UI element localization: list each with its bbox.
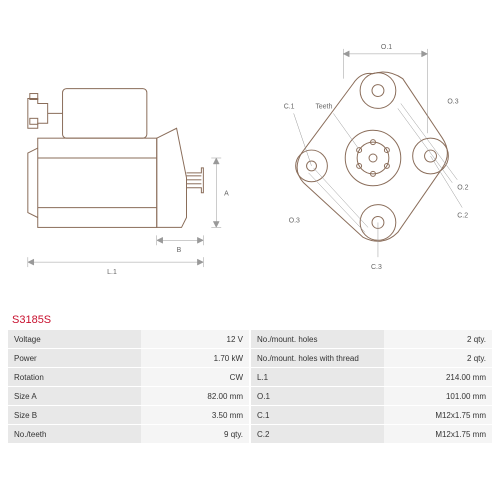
dim-o3b-label: O.3 (447, 98, 458, 105)
dim-b-label: B (177, 247, 182, 254)
spec-row: L.1214.00 mm (251, 368, 492, 386)
spec-label: Size A (8, 387, 141, 405)
spec-row: RotationCW (8, 368, 249, 386)
dim-o3-label: O.3 (289, 217, 300, 224)
spec-label: No./mount. holes (251, 330, 384, 348)
spec-value: 2 qty. (384, 330, 492, 348)
dim-o1-label: O.1 (381, 44, 392, 51)
spec-label: Power (8, 349, 141, 367)
starter-front-svg: O.1 C.1 Teeth C.2 O.2 O.3 O.3 C.3 (254, 8, 492, 308)
spec-label: No./mount. holes with thread (251, 349, 384, 367)
side-view-diagram: A B L.1 (8, 8, 246, 308)
spec-value: M12x1.75 mm (384, 425, 492, 443)
spec-col-right: No./mount. holes2 qty. No./mount. holes … (251, 330, 492, 444)
front-view-diagram: O.1 C.1 Teeth C.2 O.2 O.3 O.3 C.3 (254, 8, 492, 308)
spec-label: C.2 (251, 425, 384, 443)
spec-label: No./teeth (8, 425, 141, 443)
spec-row: No./teeth9 qty. (8, 425, 249, 443)
teeth-label: Teeth (315, 103, 332, 110)
spec-value: 12 V (141, 330, 249, 348)
spec-label: C.1 (251, 406, 384, 424)
spec-label: Rotation (8, 368, 141, 386)
spec-row: No./mount. holes2 qty. (251, 330, 492, 348)
spec-label: Size B (8, 406, 141, 424)
dim-c2-label: C.2 (457, 212, 468, 219)
spec-row: Size B3.50 mm (8, 406, 249, 424)
dim-a-label: A (224, 191, 229, 198)
spec-row: Voltage12 V (8, 330, 249, 348)
spec-row: Size A82.00 mm (8, 387, 249, 405)
spec-value: 1.70 kW (141, 349, 249, 367)
dim-c1-label: C.1 (284, 103, 295, 110)
spec-value: CW (141, 368, 249, 386)
spec-value: 3.50 mm (141, 406, 249, 424)
spec-row: C.1M12x1.75 mm (251, 406, 492, 424)
spec-row: O.1101.00 mm (251, 387, 492, 405)
spec-value: 82.00 mm (141, 387, 249, 405)
spec-col-left: Voltage12 V Power1.70 kW RotationCW Size… (8, 330, 249, 444)
spec-label: O.1 (251, 387, 384, 405)
spec-value: M12x1.75 mm (384, 406, 492, 424)
dim-l1-label: L.1 (107, 269, 117, 276)
dim-o2-label: O.2 (457, 185, 468, 192)
spec-row: No./mount. holes with thread2 qty. (251, 349, 492, 367)
spec-value: 101.00 mm (384, 387, 492, 405)
dim-c3-label: C.3 (371, 264, 382, 271)
spec-table: Voltage12 V Power1.70 kW RotationCW Size… (8, 330, 492, 444)
spec-row: C.2M12x1.75 mm (251, 425, 492, 443)
spec-value: 9 qty. (141, 425, 249, 443)
diagram-area: A B L.1 (8, 8, 492, 308)
spec-label: Voltage (8, 330, 141, 348)
spec-value: 2 qty. (384, 349, 492, 367)
spec-label: L.1 (251, 368, 384, 386)
spec-value: 214.00 mm (384, 368, 492, 386)
part-number: S3185S (12, 314, 492, 326)
spec-row: Power1.70 kW (8, 349, 249, 367)
starter-side-svg: A B L.1 (8, 8, 246, 308)
